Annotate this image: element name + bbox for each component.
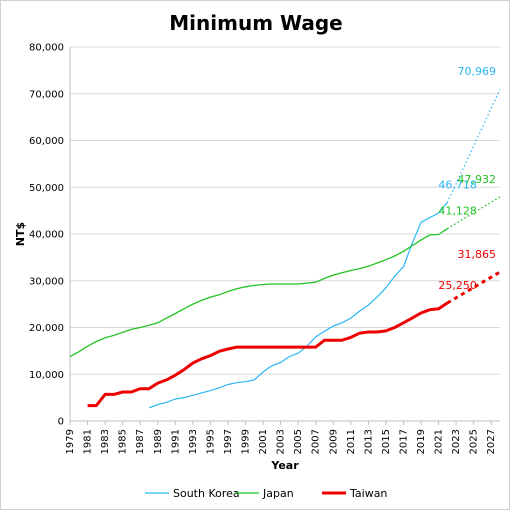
legend-label-south-korea: South Korea	[173, 487, 240, 500]
x-tick-label: 2017	[398, 429, 409, 454]
x-tick-label: 2005	[293, 429, 304, 454]
y-axis-label: NT$	[14, 222, 27, 246]
x-tick-label: 1987	[135, 429, 146, 454]
x-tick-label: 2015	[381, 429, 392, 454]
x-tick-label: 1995	[205, 429, 216, 454]
y-tick-label: 10,000	[29, 370, 64, 381]
y-tick-label: 20,000	[29, 323, 64, 334]
x-tick-label: 1991	[170, 429, 181, 454]
chart-title: Minimum Wage	[169, 11, 342, 35]
data-label: 70,969	[458, 65, 497, 78]
series-line-japan	[69, 228, 448, 358]
x-tick-label: 2007	[311, 429, 322, 454]
x-tick-label: 1983	[100, 429, 111, 454]
x-axis-ticks: 1979 1981 1983 1985 1987 1989 1991 1993 1995 1997…	[65, 421, 497, 454]
data-label: 31,865	[458, 248, 497, 261]
data-label: 25,250	[438, 279, 477, 292]
y-tick-label: 70,000	[29, 89, 64, 100]
axes	[69, 47, 500, 422]
projection-line-south-korea	[446, 88, 501, 203]
x-tick-label: 1979	[65, 429, 76, 454]
x-tick-label: 2003	[276, 429, 287, 454]
series-group	[69, 88, 501, 409]
series-line-south-korea	[148, 202, 448, 409]
y-tick-label: 0	[58, 417, 64, 428]
x-tick-label: 2001	[258, 429, 269, 454]
y-tick-label: 40,000	[29, 230, 64, 241]
x-tick-label: 2023	[451, 429, 462, 454]
x-axis-label: Year	[270, 459, 299, 472]
y-tick-label: 50,000	[29, 183, 64, 194]
x-tick-label: 1989	[153, 429, 164, 454]
x-tick-label: 1999	[241, 429, 252, 454]
x-tick-label: 1997	[223, 429, 234, 454]
x-tick-label: 2025	[469, 429, 480, 454]
y-tick-label: 60,000	[29, 136, 64, 147]
x-tick-label: 1981	[83, 429, 94, 454]
legend-label-japan: Japan	[262, 487, 294, 500]
x-tick-label: 2009	[328, 429, 339, 454]
legend-label-taiwan: Taiwan	[349, 487, 387, 500]
x-tick-label: 1985	[118, 429, 129, 454]
data-labels: 46,718 70,969 41,128 47,932 25,250 31,865	[438, 65, 496, 292]
data-label: 47,932	[458, 173, 497, 186]
y-tick-label: 80,000	[29, 43, 64, 54]
x-tick-label: 2013	[363, 429, 374, 454]
x-tick-label: 2021	[434, 429, 445, 454]
legend: South Korea Japan Taiwan	[145, 487, 387, 500]
projection-line-taiwan	[446, 270, 501, 305]
gridlines	[70, 46, 500, 375]
x-tick-label: 1993	[188, 429, 199, 454]
x-tick-label: 2027	[486, 429, 497, 454]
y-tick-label: 30,000	[29, 276, 64, 287]
x-tick-label: 2011	[346, 429, 357, 454]
series-line-taiwan	[87, 301, 449, 408]
data-label: 41,128	[438, 205, 477, 218]
data-label: 46,718	[438, 179, 477, 192]
x-tick-label: 2019	[416, 429, 427, 454]
y-axis-ticks: 0 10,000 20,000 30,000 40,000 50,000 60,000 70,…	[29, 43, 64, 428]
